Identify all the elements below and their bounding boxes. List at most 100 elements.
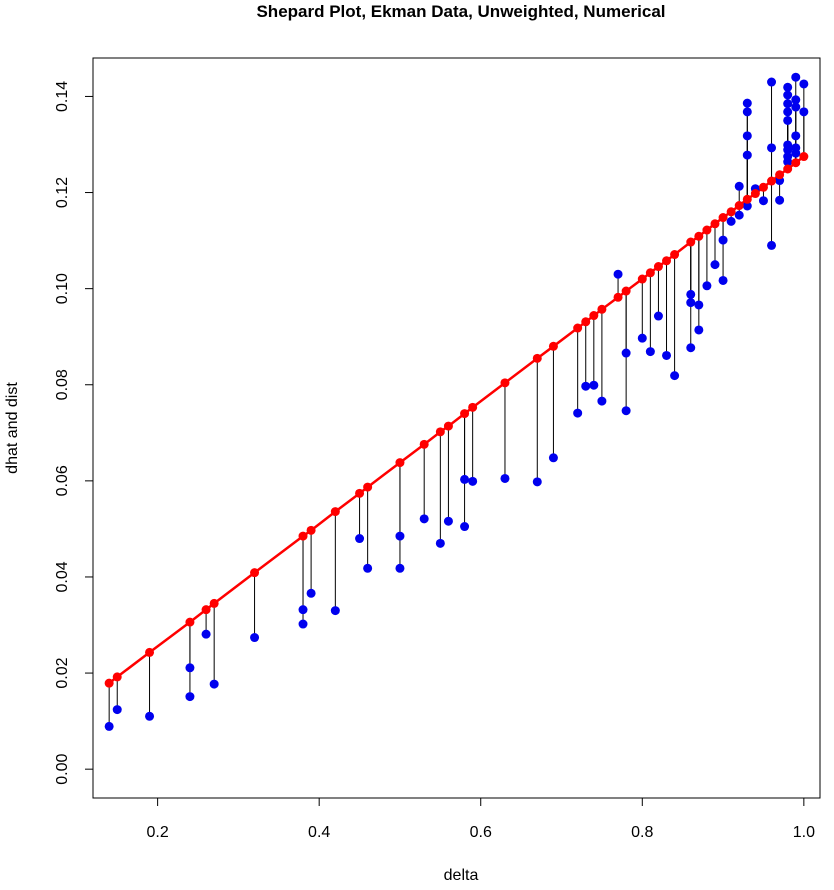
dist-point	[791, 102, 801, 112]
dhat-point	[330, 507, 340, 517]
dist-point	[767, 143, 777, 153]
dhat-point	[767, 176, 777, 186]
dhat-point	[395, 458, 405, 468]
dhat-point	[250, 568, 260, 578]
dhat-point	[104, 678, 114, 688]
dist-point	[460, 522, 470, 532]
dist-point	[435, 538, 445, 548]
dhat-point	[799, 152, 809, 162]
dhat-point	[306, 525, 316, 535]
dist-point	[597, 396, 607, 406]
dist-point	[645, 347, 655, 357]
dist-point	[783, 145, 793, 155]
dhat-point	[185, 617, 195, 627]
dist-point	[767, 77, 777, 87]
dist-point	[783, 157, 793, 167]
dist-point	[791, 148, 801, 158]
dhat-point	[209, 598, 219, 608]
residual-segments	[108, 77, 805, 727]
y-tick-label: 0.10	[54, 273, 71, 304]
x-tick-label: 0.6	[470, 824, 492, 841]
dist-point	[686, 298, 696, 308]
dist-point	[726, 216, 736, 226]
dist-point	[718, 275, 728, 285]
dist-point	[637, 333, 647, 343]
dhat-point	[645, 268, 655, 278]
dist-point	[702, 281, 712, 291]
dist-point	[734, 210, 744, 220]
dist-point	[185, 663, 195, 673]
x-tick-label: 1.0	[793, 824, 815, 841]
dhat-point	[653, 262, 663, 272]
dhat-point	[112, 672, 122, 682]
dhat-point	[718, 213, 728, 223]
dhat-point	[791, 158, 801, 168]
dhat-point	[702, 225, 712, 235]
dhat-point	[597, 304, 607, 314]
dist-point	[201, 629, 211, 639]
dhat-point	[726, 207, 736, 217]
dist-point	[799, 79, 809, 89]
chart-title: Shepard Plot, Ekman Data, Unweighted, Nu…	[256, 2, 665, 21]
dist-point	[791, 72, 801, 82]
dhat-point	[548, 341, 558, 351]
dist-point	[298, 605, 308, 615]
dist-point	[742, 98, 752, 108]
dist-point	[710, 260, 720, 270]
dhat-point	[694, 231, 704, 241]
dist-points	[104, 72, 809, 731]
dhat-point	[710, 219, 720, 229]
dist-point	[694, 325, 704, 335]
dist-point	[112, 705, 122, 715]
dhat-point	[662, 256, 672, 266]
dist-point	[298, 619, 308, 629]
dist-point	[250, 633, 260, 643]
dhat-point	[363, 482, 373, 492]
dhat-point	[637, 274, 647, 284]
dist-point	[395, 563, 405, 573]
dist-point	[573, 408, 583, 418]
dhat-point	[589, 311, 599, 321]
dist-point	[742, 201, 752, 211]
dhat-point	[500, 378, 510, 388]
dhat-point	[460, 409, 470, 419]
dist-point	[330, 606, 340, 616]
dist-point	[532, 477, 542, 487]
dist-point	[686, 343, 696, 353]
dist-point	[791, 95, 801, 105]
dhat-point	[734, 201, 744, 211]
dhat-point	[532, 353, 542, 363]
dhat-point	[783, 164, 793, 174]
y-tick-label: 0.02	[54, 657, 71, 688]
x-axis: 0.2 0.4 0.6 0.8 1.0	[146, 798, 815, 841]
dist-point	[742, 150, 752, 160]
dist-point	[581, 381, 591, 391]
dist-point	[742, 107, 752, 117]
y-axis-label: dhat and dist	[4, 382, 21, 474]
dhat-point	[468, 402, 478, 412]
dhat-point	[758, 182, 768, 192]
dist-point	[718, 235, 728, 245]
y-tick-label: 0.06	[54, 465, 71, 496]
dist-point	[783, 90, 793, 100]
dist-point	[686, 289, 696, 299]
dist-point	[758, 196, 768, 206]
dist-point	[783, 82, 793, 92]
dist-point	[775, 195, 785, 205]
dist-point	[783, 99, 793, 109]
dist-point	[742, 131, 752, 141]
dist-point	[589, 380, 599, 390]
dhat-point	[686, 237, 696, 247]
dist-point	[419, 514, 429, 524]
x-axis-label: delta	[444, 867, 479, 884]
dist-point	[185, 692, 195, 702]
dhat-point	[613, 292, 623, 302]
dhat-point	[750, 189, 760, 199]
dhat-point	[201, 605, 211, 615]
dist-point	[145, 711, 155, 721]
dist-point	[104, 721, 114, 731]
dhat-point	[775, 170, 785, 180]
dist-point	[460, 474, 470, 484]
dist-point	[548, 453, 558, 463]
